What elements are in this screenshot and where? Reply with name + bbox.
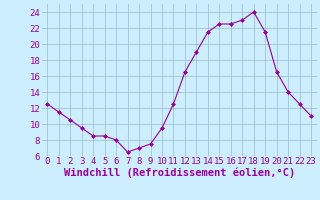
X-axis label: Windchill (Refroidissement éolien,°C): Windchill (Refroidissement éolien,°C) <box>64 168 295 178</box>
